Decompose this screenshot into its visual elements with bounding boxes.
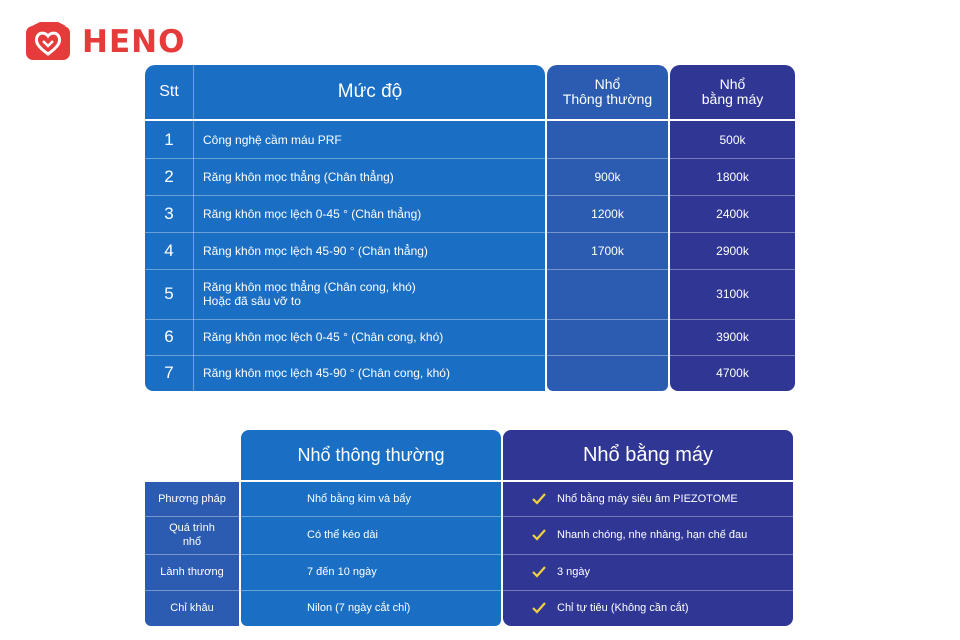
header-bang-may-line2: bằng máy [701,91,764,107]
price-table-body: 1 Công nghệ cầm máu PRF 500k 2 Răng khôn… [145,121,795,391]
row-stt: 5 [164,284,174,303]
header-thong-thuong-line2: Thông thường [562,91,653,107]
comparison-row: Quá trình nhổ Có thể kéo dài Nhanh chóng… [145,516,793,554]
brand-name: HENO [82,24,186,60]
row-thong-thuong: 7 đến 10 ngày [307,566,377,578]
row-muc-do: Răng khôn mọc lệch 45-90 ° (Chân thẳng) [203,232,543,269]
row-bang-may: 3100k [716,287,749,301]
row-label-text: Phương pháp [158,493,226,505]
label-column-bg [145,482,239,626]
header-thong-thuong-line1: Nhổ [594,76,621,92]
row-thong-thuong: 900k [594,169,621,184]
row-muc-do-text: Răng khôn mọc lệch 0-45 ° (Chân thẳng) [203,206,422,221]
row-muc-do-text: Răng khôn mọc lệch 45-90 ° (Chân thẳng) [203,243,428,258]
row-muc-do-text: Răng khôn mọc thẳng (Chân thẳng) [203,169,394,184]
row-muc-do-line1: Răng khôn mọc thẳng (Chân cong, khó) [203,280,416,294]
row-bang-may: Chỉ tự tiêu (Không cần cắt) [557,602,689,614]
header-muc-do: Mức độ [193,65,546,119]
row-bang-may: 2900k [716,243,749,258]
row-muc-do-text: Công nghệ cầm máu PRF [203,132,342,147]
row-muc-do: Công nghệ cầm máu PRF [203,121,543,158]
comparison-row: Lành thương 7 đến 10 ngày 3 ngày [145,554,793,590]
comparison-row: Chỉ khâu Nilon (7 ngày cắt chỉ) Chỉ tự t… [145,590,793,626]
row-bang-may: 3900k [716,330,749,344]
row-muc-do: Răng khôn mọc thẳng (Chân thẳng) [203,158,543,195]
row-thong-thuong [547,355,668,391]
price-table-header: Stt Mức độ Nhổ Thông thường Nhổ bằng máy [145,65,795,119]
row-label-text: Lành thương [160,566,224,578]
row-stt: 7 [164,363,174,382]
comparison-row: Phương pháp Nhổ bằng kìm và bẩy Nhổ bằng… [145,482,793,516]
row-bang-may: 4700k [716,366,749,380]
check-icon [531,554,547,590]
header-stt: Stt [159,83,179,100]
row-label: Quá trình nhổ [145,516,239,554]
check-icon [531,482,547,516]
header-bang-may: Nhổ bằng máy [670,65,795,119]
price-table: Stt Mức độ Nhổ Thông thường Nhổ bằng máy… [145,65,795,391]
header-nho-bang-may: Nhổ bằng máy [503,430,793,480]
table-row: 2 Răng khôn mọc thẳng (Chân thẳng) 900k … [145,158,795,195]
table-row: 3 Răng khôn mọc lệch 0-45 ° (Chân thẳng)… [145,195,795,232]
heart-box-logo-icon [26,22,70,60]
row-muc-do-line2: Hoặc đã sâu vỡ to [203,294,301,308]
table-row: 4 Răng khôn mọc lệch 45-90 ° (Chân thẳng… [145,232,795,269]
row-label: Lành thương [145,554,239,590]
row-muc-do-text: Răng khôn mọc lệch 45-90 ° (Chân cong, k… [203,366,450,380]
row-muc-do: Răng khôn mọc lệch 0-45 ° (Chân thẳng) [203,195,543,232]
row-thong-thuong [547,319,668,355]
body-bg-blue [145,121,545,391]
table-row: 5 Răng khôn mọc thẳng (Chân cong, khó) H… [145,269,795,319]
table-row: 6 Răng khôn mọc lệch 0-45 ° (Chân cong, … [145,319,795,355]
bang-may-column-bg [503,482,793,626]
row-label: Chỉ khâu [145,590,239,626]
row-thong-thuong: Nhổ bằng kìm và bẩy [307,493,411,505]
table-row: 7 Răng khôn mọc lệch 45-90 ° (Chân cong,… [145,355,795,391]
row-bang-may: 2400k [716,206,749,221]
thong-thuong-column-bg [241,482,501,626]
header-bang-may-line1: Nhổ [719,76,746,92]
row-stt: 4 [164,240,174,260]
row-stt: 2 [164,166,174,186]
check-icon [531,590,547,626]
row-label-text: Chỉ khâu [170,602,214,614]
row-thong-thuong: 1700k [591,243,624,258]
body-bg-thong-thuong [547,121,668,391]
row-thong-thuong: Nilon (7 ngày cắt chỉ) [307,602,411,614]
row-muc-do: Răng khôn mọc lệch 0-45 ° (Chân cong, kh… [203,319,543,355]
comparison-table: Nhổ thông thường Nhổ bằng máy Phương phá… [145,430,793,626]
row-label-line2: nhổ [182,536,202,548]
row-muc-do: Răng khôn mọc thẳng (Chân cong, khó) Hoặ… [203,269,543,319]
row-thong-thuong [547,121,668,158]
row-bang-may: 3 ngày [557,566,591,578]
header-background [145,65,545,119]
row-bang-may: 500k [719,132,746,147]
row-thong-thuong [547,269,668,319]
body-bg-bang-may [670,121,795,391]
row-label: Phương pháp [145,482,239,516]
header-thong-thuong: Nhổ Thông thường [547,65,668,119]
row-thong-thuong: 1200k [591,206,624,221]
row-muc-do: Răng khôn mọc lệch 45-90 ° (Chân cong, k… [203,355,543,391]
row-stt: 3 [164,203,174,223]
header-nho-thong-thuong: Nhổ thông thường [241,430,501,480]
row-stt: 6 [164,327,174,346]
row-bang-may: Nhanh chóng, nhẹ nhàng, hạn chế đau [557,529,748,541]
table-row: 1 Công nghệ cầm máu PRF 500k [145,121,795,158]
row-thong-thuong: Có thể kéo dài [307,529,378,541]
row-bang-may: 1800k [716,169,749,184]
row-bang-may: Nhổ bằng máy siêu âm PIEZOTOME [557,493,738,505]
row-label-line1: Quá trình [169,522,215,534]
row-muc-do-text: Răng khôn mọc lệch 0-45 ° (Chân cong, kh… [203,330,444,344]
row-stt: 1 [164,129,174,149]
brand-logo: HENO [24,22,185,62]
check-icon [531,516,547,554]
